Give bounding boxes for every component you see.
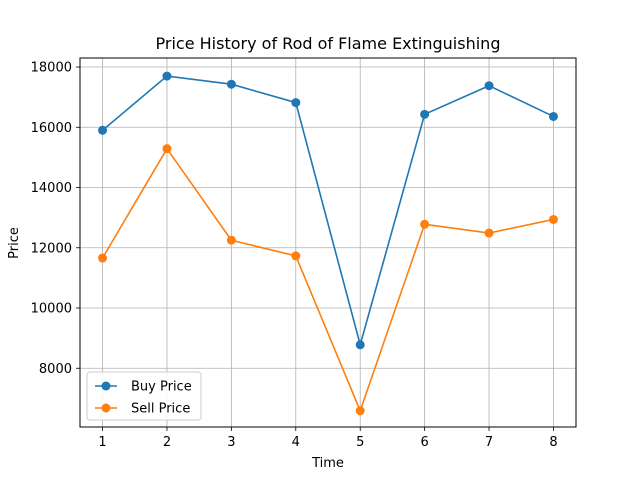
- x-tick-label: 8: [549, 435, 557, 450]
- data-point-sell-price: [548, 214, 558, 224]
- y-tick-label: 8000: [39, 362, 72, 377]
- series-layer: [98, 71, 558, 416]
- data-point-sell-price: [355, 406, 365, 416]
- data-point-sell-price: [98, 253, 108, 263]
- x-tick-label: 1: [98, 435, 106, 450]
- x-axis-label: Time: [311, 456, 344, 471]
- data-point-buy-price: [484, 81, 494, 91]
- data-point-buy-price: [548, 111, 558, 121]
- y-tick-label: 14000: [31, 181, 72, 196]
- data-point-buy-price: [98, 125, 108, 135]
- legend-label-buy-price: Buy Price: [131, 380, 192, 395]
- x-tick-label: 3: [227, 435, 235, 450]
- data-point-buy-price: [226, 79, 236, 89]
- data-point-sell-price: [291, 251, 301, 261]
- x-tick-label: 4: [292, 435, 300, 450]
- y-tick-label: 16000: [31, 121, 72, 136]
- data-point-buy-price: [420, 109, 430, 119]
- legend-marker-buy-price: [101, 381, 111, 391]
- legend-marker-sell-price: [101, 403, 111, 413]
- chart-title: Price History of Rod of Flame Extinguish…: [156, 34, 501, 53]
- y-axis: 8000 10000 12000 14000 16000 18000: [31, 61, 80, 377]
- series-line-sell-price: [101, 147, 554, 413]
- legend: Buy Price Sell Price: [86, 371, 202, 421]
- y-tick-label: 18000: [31, 61, 72, 76]
- y-tick-label: 12000: [31, 241, 72, 256]
- data-point-buy-price: [162, 71, 172, 81]
- x-axis: 1 2 3 4 5 6 7 8: [98, 427, 558, 450]
- data-point-sell-price: [484, 228, 494, 238]
- grid: [80, 58, 576, 427]
- legend-label-sell-price: Sell Price: [131, 402, 190, 417]
- x-tick-label: 6: [420, 435, 428, 450]
- x-tick-label: 5: [356, 435, 364, 450]
- data-point-buy-price: [355, 340, 365, 350]
- series-line-buy-price: [102, 75, 554, 348]
- y-tick-label: 10000: [31, 302, 72, 317]
- y-axis-label: Price: [7, 227, 22, 259]
- x-tick-label: 2: [163, 435, 171, 450]
- data-point-sell-price: [162, 144, 172, 154]
- data-point-sell-price: [420, 219, 430, 229]
- data-point-sell-price: [226, 235, 236, 245]
- plot-frame: [79, 57, 577, 428]
- x-tick-label: 7: [485, 435, 493, 450]
- data-point-buy-price: [291, 98, 301, 108]
